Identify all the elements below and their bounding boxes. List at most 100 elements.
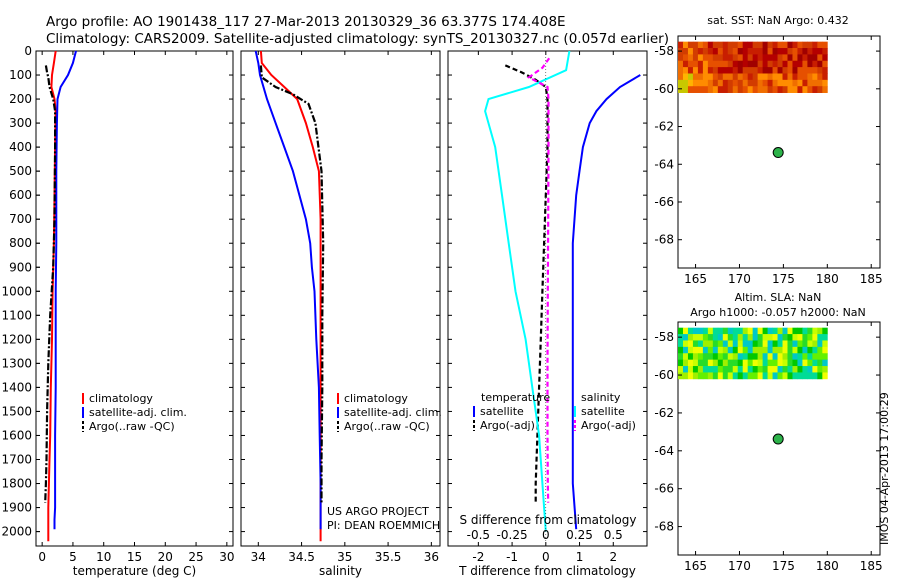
diff-sal-legend-label-1: Argo(-adj)	[581, 419, 636, 432]
sla_map-heatmap-cell	[712, 366, 719, 373]
sla_map-heatmap-cell	[817, 359, 823, 367]
sst_map-heatmap-cell	[782, 54, 788, 62]
y-tick-label: 1900	[1, 501, 32, 515]
sst_map-heatmap-cell	[712, 60, 719, 68]
sla_map-heatmap-cell	[732, 340, 739, 348]
sst_map-heatmap-cell	[727, 79, 734, 87]
sla_map-heatmap-cell	[717, 346, 724, 354]
sla_map-heatmap-cell	[797, 327, 803, 335]
x-tick-label: -1	[506, 550, 518, 564]
sst_map-heatmap-cell	[807, 73, 813, 81]
sst_map-heatmap-cell	[712, 54, 719, 62]
sst_map-heatmap-cell	[807, 67, 813, 74]
sla_map-heatmap-cell	[802, 372, 808, 380]
sst_map-heatmap-cell	[762, 67, 768, 74]
sla_map-heatmap-cell	[678, 346, 684, 354]
sst_map-heatmap-cell	[787, 79, 793, 87]
sst_map-heatmap-cell	[782, 60, 788, 68]
sst_map-heatmap-cell	[722, 60, 729, 68]
sla_map-heatmap-cell	[752, 327, 759, 335]
sla_map-heatmap-cell	[678, 340, 684, 348]
sla_map-heatmap-cell	[762, 327, 768, 335]
sla_map-heatmap-cell	[737, 334, 744, 341]
sla_map-heatmap-cell	[742, 327, 749, 335]
sla_map-heatmap-cell	[817, 372, 823, 380]
sla_map-heatmap-cell	[787, 334, 793, 341]
sst_map-heatmap-cell	[747, 86, 754, 93]
sal-series-line-1	[254, 50, 322, 530]
sla_map-heatmap-cell	[752, 346, 759, 354]
sst_map-heatmap-cell	[802, 73, 808, 81]
sst_map-heatmap-cell	[752, 86, 759, 93]
sst_map-heatmap-cell	[812, 79, 818, 87]
sla_map-heatmap-cell	[702, 340, 709, 348]
sla_map-heatmap-cell	[727, 334, 734, 341]
sla_map-heatmap-cell	[717, 353, 724, 361]
sst_map-heatmap-cell	[792, 79, 798, 87]
sst_map-argo-position-marker	[772, 147, 784, 159]
sla_map-heatmap-cell	[732, 366, 739, 373]
figure-title-line2: Climatology: CARS2009. Satellite-adjuste…	[46, 31, 669, 47]
sst-map-panel: 165 170 175 180 185 -58 -60 -62 -64 -66 -68 sat. SS…	[654, 14, 882, 286]
sla_map-heatmap-cell	[692, 346, 699, 354]
sal-legend-label-2: Argo(..raw -QC)	[344, 420, 430, 433]
sla_map-heatmap-cell	[797, 372, 803, 380]
sla_map-heatmap-cell	[802, 353, 808, 361]
sst_map-heatmap-cell	[747, 41, 754, 49]
sst_map-heatmap-cell	[807, 48, 813, 55]
sst_map-heatmap-cell	[692, 73, 699, 81]
sla_map-heatmap-cell	[682, 372, 689, 380]
sla_map-heatmap-cell	[737, 372, 744, 380]
sst_map-heatmap-cell	[777, 48, 783, 55]
sst_map-heatmap-cell	[732, 79, 739, 87]
sst_map-heatmap-cell	[762, 41, 768, 49]
sst_map-heatmap-cell	[782, 48, 788, 55]
sst_map-heatmap-cell	[732, 48, 739, 55]
sst_map-heatmap-cell	[702, 79, 709, 87]
sla_map-heatmap-cell	[692, 340, 699, 348]
x-tick-label: 180	[816, 559, 839, 573]
sla_map-heatmap-cell	[787, 359, 793, 367]
sla_map-heatmap-cell	[712, 353, 719, 361]
x-tick-label: 35	[337, 550, 352, 564]
y-tick-label: 0	[24, 44, 32, 58]
sla_map-heatmap-cell	[707, 366, 714, 373]
sla_map-heatmap-cell	[797, 334, 803, 341]
sla_map-heatmap-cell	[777, 353, 783, 361]
y-tick-label: 2000	[1, 525, 32, 539]
sla_map-heatmap-cell	[697, 340, 704, 348]
sla_map-heatmap-cell	[697, 366, 704, 373]
sst_map-heatmap-cell	[797, 41, 803, 49]
sst_map-heatmap-cell	[822, 41, 828, 49]
sla_map-heatmap-cell	[687, 366, 694, 373]
x-tick-label: 15	[127, 550, 142, 564]
sla_map-heatmap-cell	[757, 353, 764, 361]
sla_map-heatmap-cell	[777, 359, 783, 367]
diff-temp-legend-label-0: satellite	[480, 405, 524, 418]
sst_map-heatmap-cell	[722, 67, 729, 74]
sst_map-heatmap-cell	[692, 86, 699, 93]
sla_map-heatmap-cell	[687, 359, 694, 367]
salinity-panel: 34 34.5 35 35.5 36 salinity climatologysatelli…	[240, 50, 442, 578]
sst_map-heatmap-cell	[767, 73, 773, 81]
y-tick-label: 1100	[1, 308, 32, 322]
x-top-tick-label: -0.5	[467, 528, 490, 542]
sla_map-heatmap-cell	[797, 366, 803, 373]
y-tick-label: 1000	[1, 284, 32, 298]
sst_map-heatmap-cell	[817, 73, 823, 81]
sst_map-heatmap-cell	[787, 48, 793, 55]
y-tick-label: 1400	[1, 380, 32, 394]
sla_map-heatmap-cell	[712, 346, 719, 354]
sst_map-heatmap-cell	[722, 54, 729, 62]
sla_map-heatmap-cell	[732, 359, 739, 367]
sst_map-heatmap-cell	[732, 67, 739, 74]
sst_map-heatmap-cell	[722, 79, 729, 87]
sst_map-heatmap-cell	[822, 73, 828, 81]
sst_map-heatmap-cell	[742, 79, 749, 87]
sst_map-heatmap-cell	[717, 60, 724, 68]
sla_map-heatmap-cell	[777, 334, 783, 341]
sla_map-heatmap-cell	[797, 346, 803, 354]
sst_map-heatmap-cell	[792, 86, 798, 93]
sst_map-heatmap-cell	[747, 67, 754, 74]
sst_map-heatmap-cell	[682, 73, 689, 81]
